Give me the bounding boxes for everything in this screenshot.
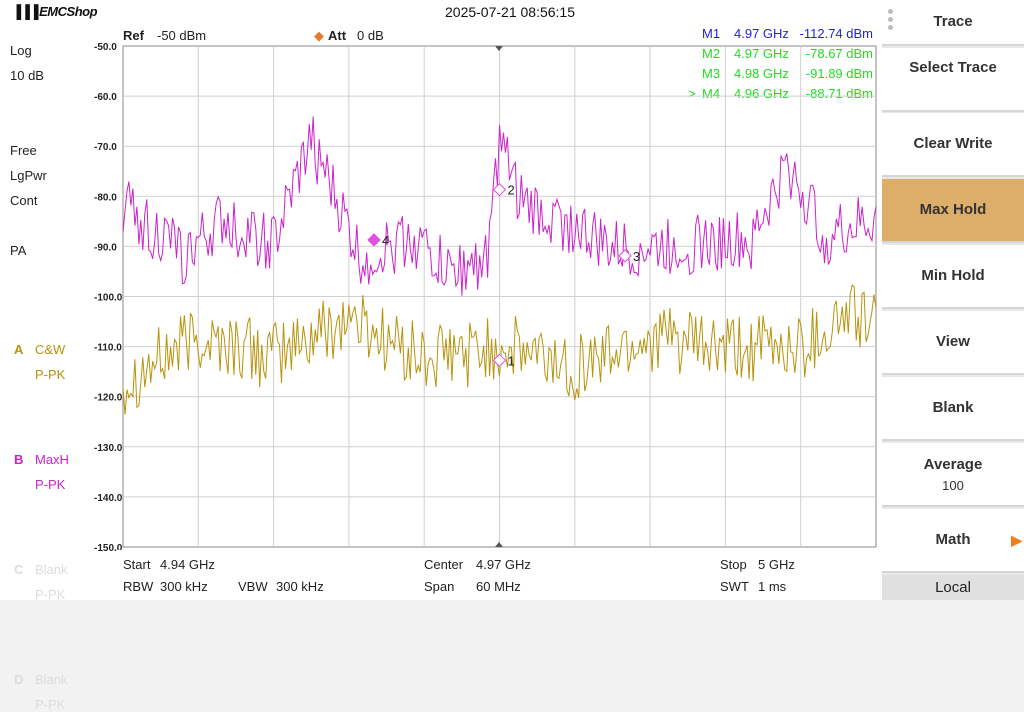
left-info-panel: Log 10 dB Free LgPwr Cont PA A C&W P-PK B Ma… — [0, 24, 118, 712]
date-time: 2025-07-21 08:56:15 — [445, 4, 575, 20]
bottom-info: Start 4.94 GHz Center 4.97 GHz Stop 5 GH… — [118, 550, 882, 600]
span-value: 60 MHz — [476, 579, 521, 594]
stop-value: 5 GHz — [758, 557, 795, 572]
trace-detector-D: P-PK — [35, 697, 66, 712]
menu-title: Trace — [882, 0, 1024, 46]
logo-text: EMCShop — [39, 4, 98, 19]
marker-level-M2: -78.67 dBm — [805, 46, 873, 61]
vbw-label: VBW — [238, 579, 268, 594]
start-label: Start — [123, 557, 151, 572]
scale-type: Log — [10, 43, 32, 58]
app-logo: ▐▐▐EMCShop — [12, 4, 98, 19]
swt-value: 1 ms — [758, 579, 787, 594]
scale-div: 10 dB — [10, 68, 44, 83]
marker-name-M1: M1 — [702, 26, 721, 41]
select-trace-label: Select Trace — [909, 59, 997, 76]
trace-detector-C: P-PK — [35, 587, 66, 602]
att-diamond-icon: ◆ — [314, 28, 324, 43]
marker-name-M2: M2 — [702, 46, 721, 61]
logo-bars-icon: ▐▐▐ — [12, 4, 39, 19]
trace-detector-A: P-PK — [35, 367, 66, 382]
detector-mode: LgPwr — [10, 168, 47, 183]
ref-label: Ref — [123, 28, 144, 43]
trace-letter-B: B — [14, 452, 24, 467]
trace-letter-A: A — [14, 342, 24, 357]
start-value: 4.94 GHz — [160, 557, 215, 572]
trace-mode-D: Blank — [35, 672, 68, 687]
center-value: 4.97 GHz — [476, 557, 531, 572]
marker-freq-M3: 4.98 GHz — [734, 66, 789, 81]
trace-mode-C: Blank — [35, 562, 68, 577]
math-label: Math — [935, 531, 971, 548]
select-trace-group: Select Trace ABCD — [882, 48, 1024, 153]
trace-letter-C: C — [14, 562, 24, 577]
marker-freq-M2: 4.97 GHz — [734, 46, 789, 61]
local-status: Local — [882, 575, 1024, 600]
average-label: Average — [923, 456, 983, 473]
trace-detector-B: P-PK — [35, 477, 66, 492]
trace-letter-D: D — [14, 672, 24, 687]
average-value: 100 — [942, 478, 964, 493]
menu-button-blank[interactable]: Blank — [882, 377, 1024, 441]
ref-value: -50 dBm — [157, 28, 207, 43]
top-bar: ▐▐▐EMCShop 2025-07-21 08:56:15 — [0, 0, 882, 24]
trace-mode-A: C&W — [35, 342, 66, 357]
average-button[interactable]: Average 100 — [882, 443, 1024, 507]
center-label: Center — [424, 557, 464, 572]
stop-label: Stop — [720, 557, 747, 572]
swt-label: SWT — [720, 579, 749, 594]
trigger-mode: Free — [10, 143, 37, 158]
menu-button-max-hold[interactable]: Max Hold — [882, 179, 1024, 243]
drag-handle-icon[interactable] — [888, 9, 894, 33]
menu-button-view[interactable]: View — [882, 311, 1024, 375]
math-button[interactable]: Math ▶ — [882, 509, 1024, 573]
menu-button-min-hold[interactable]: Min Hold — [882, 245, 1024, 309]
rbw-value: 300 kHz — [160, 579, 208, 594]
menu-title-text: Trace — [933, 13, 973, 30]
active-marker-indicator: > — [688, 86, 696, 101]
att-label: Att — [328, 28, 347, 43]
marker-level-M1: -112.74 dBm — [799, 26, 873, 41]
submenu-arrow-icon: ▶ — [1011, 532, 1022, 548]
marker-name-M3: M3 — [702, 66, 721, 81]
rbw-label: RBW — [123, 579, 154, 594]
att-value: 0 dB — [357, 28, 384, 43]
plot-panel: Ref -50 dBm ◆ Att 0 dB M1 4.97 GHz -112.74… — [118, 24, 882, 550]
marker-level-M3: -91.89 dBm — [805, 66, 873, 81]
span-label: Span — [424, 579, 455, 594]
preamp-status: PA — [10, 243, 27, 258]
menu-button-clear-write[interactable]: Clear Write — [882, 113, 1024, 177]
vbw-value: 300 kHz — [276, 579, 324, 594]
marker-freq-M1: 4.97 GHz — [734, 26, 789, 41]
sweep-mode: Cont — [10, 193, 38, 208]
marker-freq-M4: 4.96 GHz — [734, 86, 789, 101]
marker-level-M4: -88.71 dBm — [805, 86, 873, 101]
trace-mode-B: MaxH — [35, 452, 69, 467]
marker-name-M4: M4 — [702, 86, 721, 101]
